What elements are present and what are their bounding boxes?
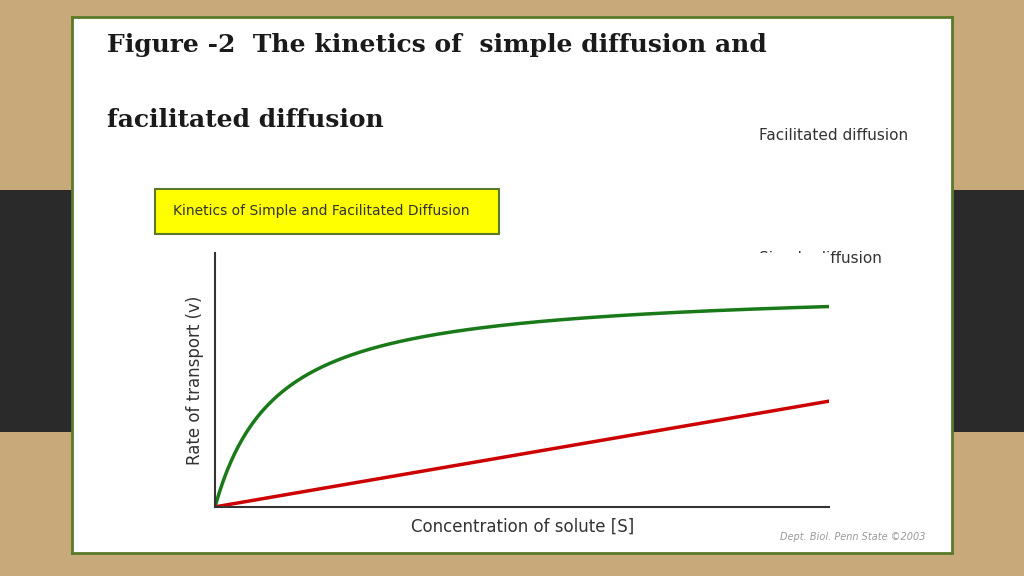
FancyBboxPatch shape — [156, 189, 499, 234]
Text: Figure -2  The kinetics of  simple diffusion and: Figure -2 The kinetics of simple diffusi… — [106, 33, 767, 58]
Text: Kinetics of Simple and Facilitated Diffusion: Kinetics of Simple and Facilitated Diffu… — [173, 204, 469, 218]
Text: Facilitated diffusion: Facilitated diffusion — [759, 128, 907, 143]
Text: facilitated diffusion: facilitated diffusion — [106, 108, 384, 132]
Text: Dept. Biol. Penn State ©2003: Dept. Biol. Penn State ©2003 — [780, 532, 926, 542]
X-axis label: Concentration of solute [S]: Concentration of solute [S] — [411, 518, 634, 536]
Text: Simple diffusion: Simple diffusion — [759, 251, 882, 266]
Y-axis label: Rate of transport (v): Rate of transport (v) — [186, 295, 204, 465]
